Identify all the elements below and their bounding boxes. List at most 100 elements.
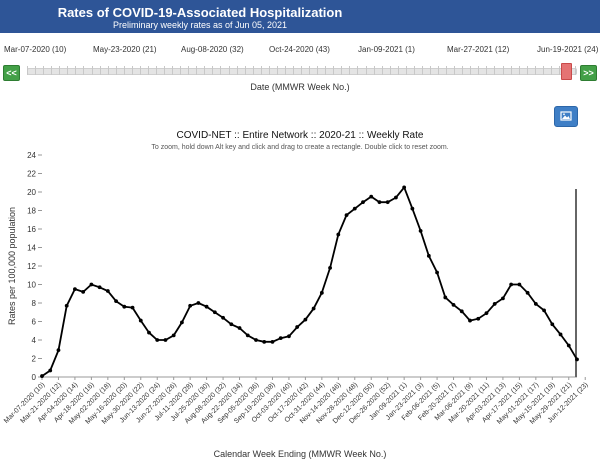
data-point bbox=[517, 282, 522, 287]
slider-tick bbox=[575, 66, 576, 75]
slider-tick bbox=[196, 66, 198, 75]
slider-tick bbox=[405, 66, 407, 75]
data-point bbox=[287, 334, 291, 339]
y-tick-label: 0 bbox=[32, 373, 37, 382]
slider-tick bbox=[341, 66, 343, 75]
data-point bbox=[566, 343, 571, 348]
y-tick-label: 22 bbox=[27, 170, 36, 179]
data-point bbox=[105, 289, 110, 293]
slider-tick bbox=[228, 66, 230, 75]
data-point bbox=[114, 299, 118, 304]
data-point bbox=[501, 296, 505, 301]
data-point bbox=[352, 206, 357, 211]
y-tick-label: 12 bbox=[27, 262, 36, 271]
slider-tick bbox=[99, 66, 101, 75]
data-point bbox=[476, 316, 481, 321]
y-tick-label: 4 bbox=[32, 336, 37, 345]
y-tick-label: 10 bbox=[27, 281, 36, 290]
slider-tick bbox=[188, 66, 190, 75]
data-point bbox=[435, 270, 439, 275]
data-point bbox=[369, 194, 374, 199]
slider-caption: Date (MMWR Week No.) bbox=[250, 82, 350, 92]
y-tick-label: 6 bbox=[32, 318, 37, 327]
slider-tick bbox=[59, 66, 61, 75]
line-chart[interactable]: COVID-NET :: Entire Network :: 2020-21 :… bbox=[0, 125, 600, 461]
data-point bbox=[575, 357, 579, 362]
slider-tick bbox=[164, 66, 165, 75]
slider-tick bbox=[35, 66, 37, 75]
slider-tick bbox=[268, 66, 270, 75]
slider-label: Oct-24-2020 (43) bbox=[269, 45, 330, 54]
slider-tick bbox=[139, 66, 141, 75]
slider-tick bbox=[292, 66, 294, 75]
slider-tick bbox=[526, 66, 528, 75]
slider-handle[interactable] bbox=[561, 63, 572, 80]
slider-tick bbox=[534, 66, 536, 75]
slider-tick bbox=[373, 66, 375, 75]
page-title: Rates of COVID-19-Associated Hospitaliza… bbox=[57, 5, 343, 20]
chart-subtitle: To zoom, hold down Alt key and click and… bbox=[151, 144, 448, 151]
slider-tick bbox=[365, 66, 367, 75]
data-point bbox=[229, 322, 234, 327]
data-point bbox=[311, 306, 316, 311]
data-point bbox=[73, 287, 77, 292]
data-point bbox=[48, 368, 53, 373]
slider-date-labels: Mar-07-2020 (10) May-23-2020 (21) Aug-08… bbox=[0, 45, 600, 59]
slider-tick bbox=[155, 66, 157, 75]
data-point bbox=[377, 200, 382, 205]
data-point bbox=[484, 311, 489, 316]
slider-tick bbox=[486, 66, 488, 75]
data-point bbox=[212, 310, 217, 315]
data-point bbox=[278, 336, 283, 341]
slider-tick bbox=[220, 66, 222, 75]
slider-label: Aug-08-2020 (32) bbox=[181, 45, 244, 54]
slider-tick bbox=[212, 66, 214, 75]
slider-prev-button[interactable]: << bbox=[3, 65, 20, 81]
slider-tick bbox=[558, 66, 560, 75]
y-axis-label: Rates per 100,000 population bbox=[7, 207, 17, 325]
y-tick-label: 8 bbox=[32, 299, 37, 308]
data-point bbox=[163, 338, 168, 342]
slider-tick bbox=[502, 66, 504, 75]
page-subtitle: Preliminary weekly rates as of Jun 05, 2… bbox=[112, 20, 288, 30]
image-icon bbox=[560, 111, 572, 121]
data-point bbox=[468, 318, 472, 323]
data-point bbox=[147, 330, 151, 335]
data-point bbox=[525, 290, 530, 295]
data-point bbox=[319, 290, 324, 295]
slider-tick bbox=[83, 66, 85, 75]
slider-tick bbox=[107, 66, 109, 75]
data-point bbox=[558, 332, 563, 337]
data-point bbox=[196, 301, 201, 305]
data-point bbox=[492, 302, 497, 306]
slider-tick bbox=[357, 66, 359, 75]
y-tick-label: 18 bbox=[27, 207, 36, 216]
data-point bbox=[509, 282, 514, 287]
slider-tick bbox=[51, 66, 53, 75]
data-point bbox=[204, 304, 209, 309]
x-axis-label: Calendar Week Ending (MMWR Week No.) bbox=[214, 449, 387, 459]
slider-tick bbox=[131, 66, 133, 75]
data-point bbox=[237, 326, 242, 330]
data-point bbox=[550, 322, 555, 327]
slider-tick bbox=[260, 66, 262, 75]
data-point bbox=[336, 232, 341, 237]
slider-tick bbox=[421, 66, 423, 75]
download-image-button[interactable] bbox=[554, 106, 578, 127]
slider-next-button[interactable]: >> bbox=[580, 65, 597, 81]
data-point bbox=[402, 185, 407, 190]
slider-tick bbox=[542, 66, 544, 75]
data-point bbox=[295, 325, 300, 329]
y-tick-label: 24 bbox=[27, 151, 36, 160]
slider-ticks bbox=[27, 66, 576, 75]
y-tick-label: 16 bbox=[27, 225, 36, 234]
data-point bbox=[542, 308, 546, 313]
data-point bbox=[138, 318, 143, 323]
slider-tick bbox=[470, 66, 472, 75]
slider-tick bbox=[180, 66, 182, 75]
data-point bbox=[443, 295, 448, 300]
slider-tick bbox=[518, 66, 520, 75]
data-point bbox=[97, 285, 102, 290]
slider-tick bbox=[429, 66, 431, 75]
data-point bbox=[40, 374, 44, 378]
